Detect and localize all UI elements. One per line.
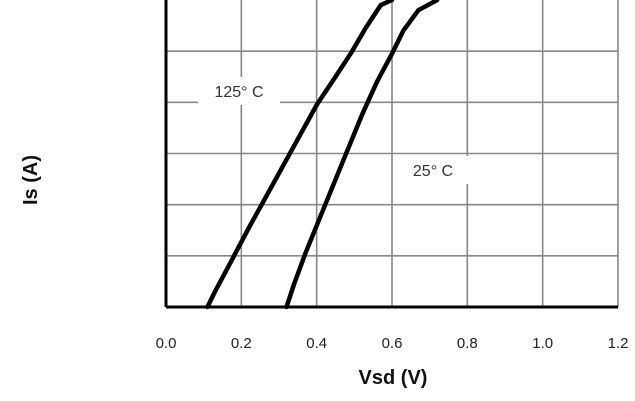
x-axis-title: Vsd (V) <box>359 367 428 389</box>
series-label-background <box>198 77 280 105</box>
series-labels: 125° C 25° C <box>198 77 471 184</box>
x-tick-label: 1.2 <box>608 335 629 352</box>
series-label-background <box>395 156 471 184</box>
x-tick-label: 0.8 <box>457 335 478 352</box>
x-tick-label: 0.2 <box>231 335 252 352</box>
axes <box>164 0 618 309</box>
curves <box>205 0 440 310</box>
y-axis-title: Is (A) <box>20 155 42 205</box>
x-tick-label: 0.4 <box>306 335 327 352</box>
x-tick-label: 0.0 <box>156 335 177 352</box>
x-tick-labels: 0.0 0.2 0.4 0.6 0.8 1.0 1.2 <box>156 335 629 352</box>
x-tick-label: 0.6 <box>382 335 403 352</box>
series-label: 25° C <box>413 163 453 180</box>
series-line-0 <box>205 0 395 310</box>
x-tick-label: 1.0 <box>532 335 553 352</box>
series-line-1 <box>284 0 440 310</box>
series-label: 125° C <box>214 84 263 101</box>
